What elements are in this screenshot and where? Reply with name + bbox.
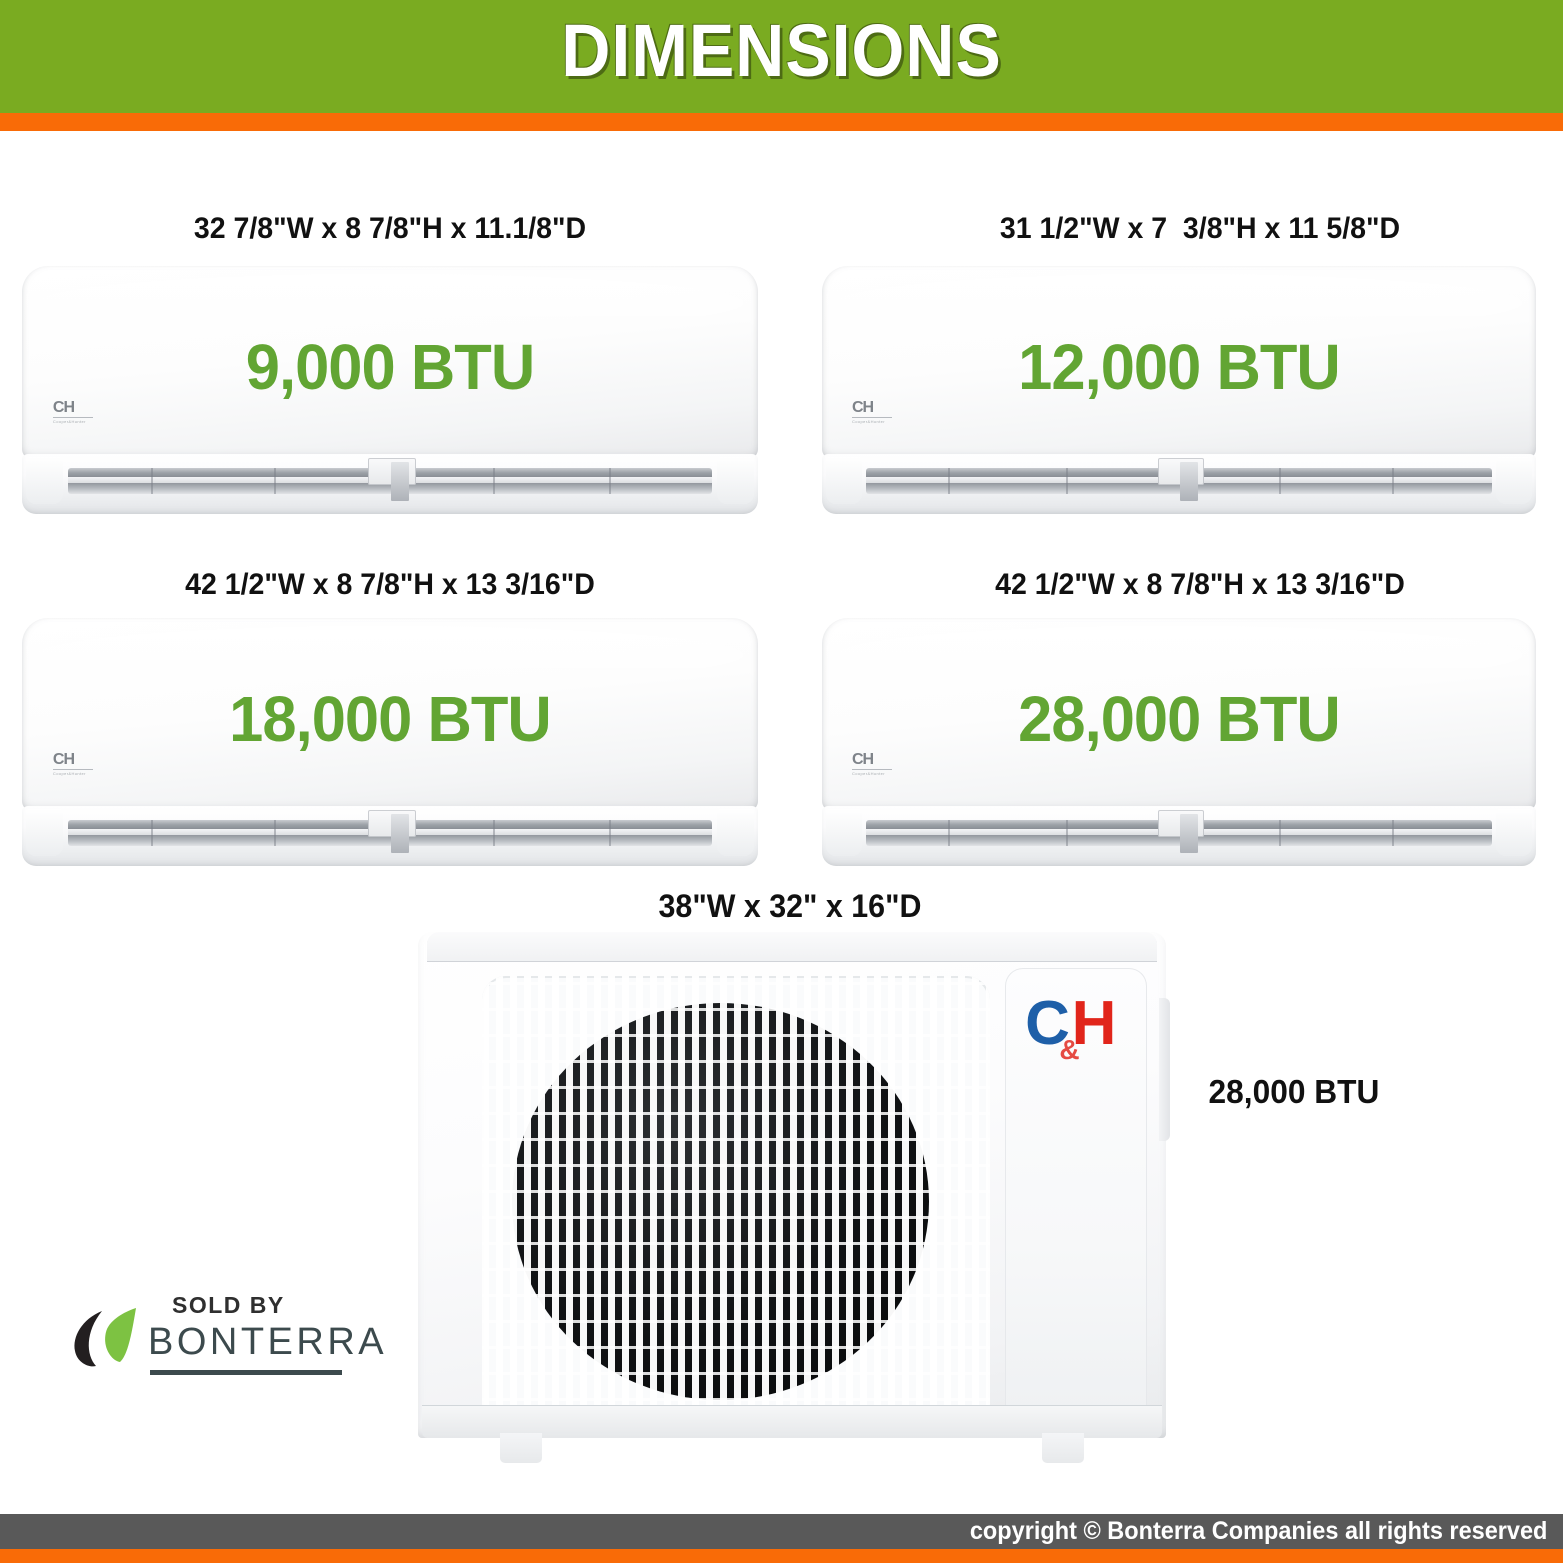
logo-letter-h: H bbox=[1071, 989, 1117, 1059]
outdoor-unit-foot-left bbox=[500, 1432, 543, 1463]
leaf-dark-icon bbox=[74, 1311, 102, 1367]
indoor-unit-18000: 18,000 BTU CH Cooper&Hunter bbox=[22, 618, 758, 866]
vent-end-cap-right bbox=[1496, 456, 1532, 505]
header-accent-stripe bbox=[0, 113, 1563, 131]
outdoor-unit-top-lip bbox=[426, 932, 1158, 963]
vent-center-pin bbox=[1180, 461, 1198, 501]
dimension-label-outdoor-unit: 38"W x 32" x 16"D bbox=[658, 888, 922, 924]
vent-center-pin bbox=[391, 461, 410, 501]
dimension-label-unit-1: 32 7/8"W x 8 7/8"H x 11.1/8"D bbox=[193, 212, 587, 245]
outdoor-unit-fan-grille bbox=[481, 976, 991, 1427]
indoor-unit-9000: 9,000 BTU CH Cooper&Hunter bbox=[22, 266, 758, 514]
indoor-unit-vent-housing bbox=[22, 454, 758, 514]
dimension-label-unit-4: 42 1/2"W x 8 7/8"H x 13 3/16"D bbox=[995, 568, 1405, 601]
sold-by-label: SOLD BY bbox=[172, 1292, 285, 1318]
ch-logo-icon: CH Cooper&Hunter bbox=[851, 399, 906, 425]
outdoor-unit-side-panel: C H & bbox=[1005, 967, 1148, 1430]
vent-end-cap-left bbox=[26, 456, 64, 505]
ch-logo-subtext: Cooper&Hunter bbox=[851, 769, 892, 776]
vent-end-cap-left bbox=[26, 808, 64, 857]
indoor-unit-vent-housing bbox=[822, 806, 1536, 866]
grille-horizontal-bars bbox=[481, 976, 991, 1427]
header-bar bbox=[0, 0, 1563, 113]
ch-logo-text: CH bbox=[52, 399, 75, 417]
outdoor-unit-base-rail bbox=[421, 1405, 1163, 1438]
ch-logo-subtext: Cooper&Hunter bbox=[52, 769, 93, 776]
outdoor-unit-btu-label: 28,000 BTU bbox=[1208, 1073, 1380, 1110]
vent-end-cap-left bbox=[826, 456, 862, 505]
leaf-green-icon bbox=[105, 1308, 136, 1362]
dimension-label-unit-3: 42 1/2"W x 8 7/8"H x 13 3/16"D bbox=[185, 568, 595, 601]
ch-logo-icon: CH Cooper&Hunter bbox=[52, 751, 107, 777]
brand-underline bbox=[150, 1370, 342, 1375]
ch-logo-icon: CH Cooper&Hunter bbox=[52, 399, 107, 425]
logo-ampersand: & bbox=[1059, 1034, 1080, 1066]
cooper-hunter-logo-icon: C H & bbox=[1025, 989, 1136, 1087]
indoor-unit-btu-label: 18,000 BTU bbox=[229, 682, 552, 755]
indoor-unit-btu-label: 28,000 BTU bbox=[1018, 682, 1341, 755]
ch-logo-subtext: Cooper&Hunter bbox=[52, 417, 93, 424]
footer-bar: copyright © Bonterra Companies all right… bbox=[0, 1514, 1563, 1549]
indoor-unit-body: 12,000 BTU CH Cooper&Hunter bbox=[822, 266, 1536, 460]
ch-logo-text: CH bbox=[851, 399, 874, 417]
outdoor-unit-side-tab bbox=[1158, 998, 1171, 1141]
outdoor-condenser-unit: C H & bbox=[418, 932, 1171, 1482]
vent-end-cap-right bbox=[716, 456, 754, 505]
vent-center-pin bbox=[391, 813, 410, 853]
indoor-unit-28000: 28,000 BTU CH Cooper&Hunter bbox=[822, 618, 1536, 866]
indoor-unit-vent-housing bbox=[822, 454, 1536, 514]
ch-logo-subtext: Cooper&Hunter bbox=[851, 417, 892, 424]
vent-end-cap-right bbox=[716, 808, 754, 857]
footer-accent-stripe bbox=[0, 1549, 1563, 1563]
indoor-unit-btu-label: 9,000 BTU bbox=[245, 330, 535, 403]
indoor-unit-body: 9,000 BTU CH Cooper&Hunter bbox=[22, 266, 758, 460]
outdoor-unit-foot-right bbox=[1041, 1432, 1084, 1463]
page-title: DIMENSIONS bbox=[561, 9, 1002, 92]
ch-logo-icon: CH Cooper&Hunter bbox=[851, 751, 906, 777]
logo-letter-c: C bbox=[1025, 989, 1070, 1059]
indoor-unit-btu-label: 12,000 BTU bbox=[1018, 330, 1341, 403]
vent-center-pin bbox=[1180, 813, 1198, 853]
copyright-text: copyright © Bonterra Companies all right… bbox=[969, 1517, 1547, 1545]
ch-logo-text: CH bbox=[851, 751, 874, 769]
indoor-unit-vent-housing bbox=[22, 806, 758, 866]
brand-name: BONTERRA bbox=[148, 1321, 388, 1363]
ch-logo-text: CH bbox=[52, 751, 75, 769]
bonterra-brand-logo: SOLD BY BONTERRA bbox=[68, 1288, 384, 1380]
vent-end-cap-left bbox=[826, 808, 862, 857]
indoor-unit-12000: 12,000 BTU CH Cooper&Hunter bbox=[822, 266, 1536, 514]
indoor-unit-body: 18,000 BTU CH Cooper&Hunter bbox=[22, 618, 758, 812]
dimension-label-unit-2: 31 1/2"W x 7 3/8"H x 11 5/8"D bbox=[999, 212, 1401, 245]
vent-end-cap-right bbox=[1496, 808, 1532, 857]
indoor-unit-body: 28,000 BTU CH Cooper&Hunter bbox=[822, 618, 1536, 812]
